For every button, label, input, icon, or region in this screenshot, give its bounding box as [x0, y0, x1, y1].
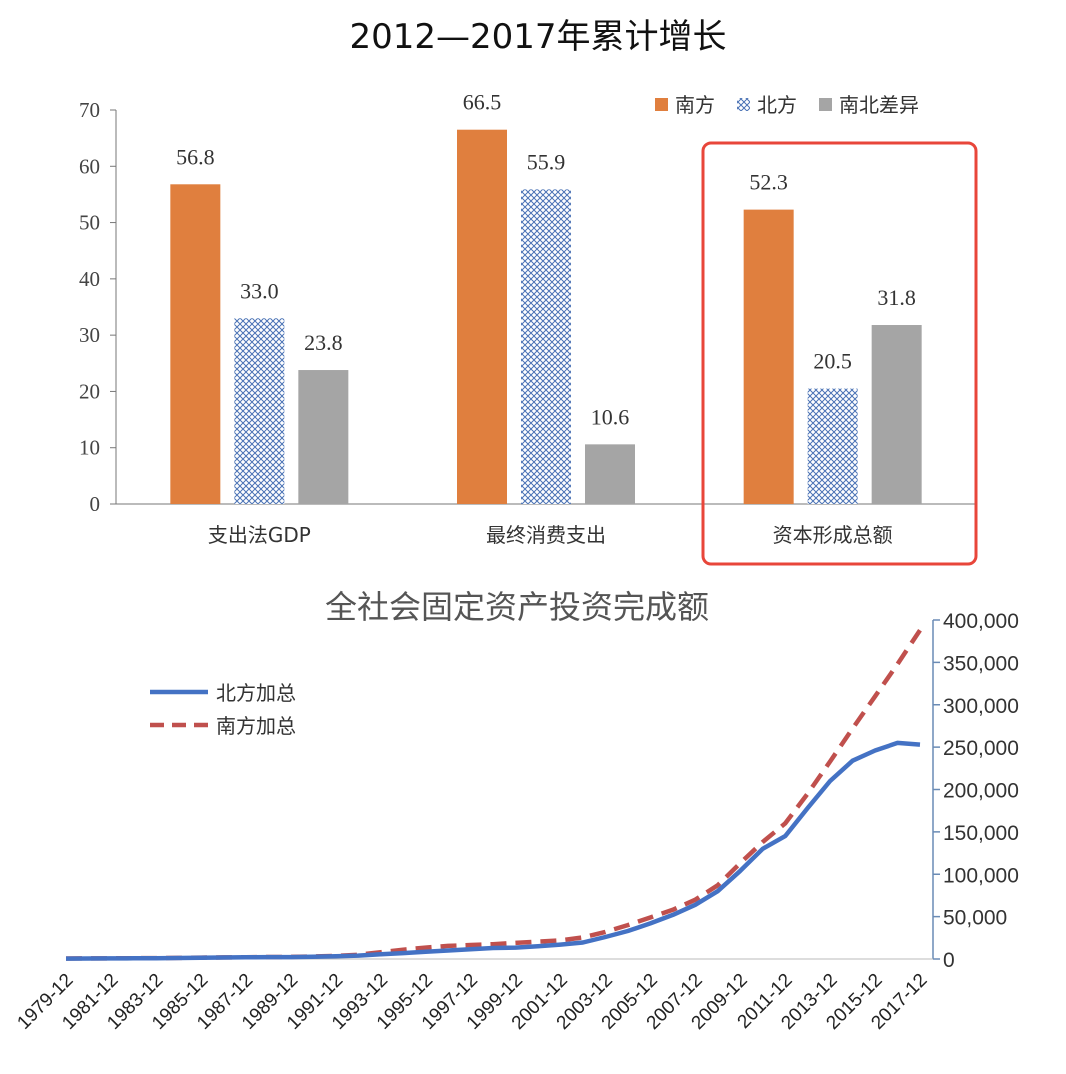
- line-chart-title: 全社会固定资产投资完成额: [325, 588, 709, 626]
- y-tick-label: 60: [79, 154, 100, 178]
- line-chart: 全社会固定资产投资完成额 0 50,000 100,000 150,000 200,00…: [13, 588, 1019, 1034]
- legend-swatch: [737, 98, 750, 111]
- legend-swatch: [655, 98, 668, 111]
- bar: [585, 444, 635, 504]
- y-tick-label: 30: [79, 323, 100, 347]
- y-tick-label: 100,000: [943, 864, 1019, 887]
- data-label: 31.8: [877, 285, 916, 310]
- bar: [743, 209, 794, 504]
- category-label: 支出法GDP: [208, 523, 311, 547]
- data-label: 23.8: [304, 330, 343, 355]
- category-label: 最终消费支出: [486, 523, 606, 547]
- y-tick-label: 350,000: [943, 652, 1019, 675]
- y-tick-label: 40: [79, 267, 100, 291]
- y-tick-label: 400,000: [943, 610, 1019, 633]
- highlight-box: [701, 141, 978, 566]
- legend-label: 南方加总: [216, 714, 296, 738]
- y-tick-label: 50: [79, 211, 100, 235]
- bar: [871, 325, 922, 504]
- y-tick-label: 200,000: [943, 780, 1019, 803]
- y-tick-label: 10: [79, 436, 100, 460]
- bar: [807, 388, 858, 504]
- bar: [298, 370, 349, 504]
- y-tick-label: 0: [943, 949, 955, 972]
- y-tick-label: 250,000: [943, 737, 1019, 760]
- data-label: 20.5: [813, 349, 852, 374]
- bar-chart-title: 2012—2017年累计增长: [349, 17, 726, 57]
- series-line: [65, 628, 922, 961]
- legend-label: 南北差异: [839, 93, 919, 117]
- legend-label: 北方: [757, 93, 797, 117]
- y-tick-label: 20: [79, 379, 100, 403]
- category-label: 资本形成总额: [773, 523, 893, 547]
- data-label: 55.9: [527, 149, 566, 174]
- bar: [170, 184, 221, 504]
- bar: [457, 129, 507, 504]
- bar: [234, 318, 285, 504]
- legend-swatch: [819, 98, 832, 111]
- y-tick-label: 150,000: [943, 822, 1019, 845]
- legend-label: 北方加总: [216, 681, 296, 705]
- series-line: [65, 740, 921, 961]
- data-label: 56.8: [176, 144, 215, 169]
- data-label: 33.0: [240, 278, 279, 303]
- data-label: 10.6: [591, 404, 630, 429]
- y-tick-label: 70: [79, 98, 100, 122]
- y-tick-label: 0: [90, 492, 101, 516]
- legend-label: 南方: [675, 93, 715, 117]
- data-label: 52.3: [749, 170, 788, 195]
- bar-chart: 2012—2017年累计增长 0 10 20 30 40 50 60 70 56.8 33.0 2…: [79, 17, 978, 566]
- data-label: 66.5: [463, 90, 502, 115]
- bar: [521, 189, 571, 504]
- y-tick-label: 300,000: [943, 695, 1019, 718]
- y-tick-label: 50,000: [943, 907, 1007, 930]
